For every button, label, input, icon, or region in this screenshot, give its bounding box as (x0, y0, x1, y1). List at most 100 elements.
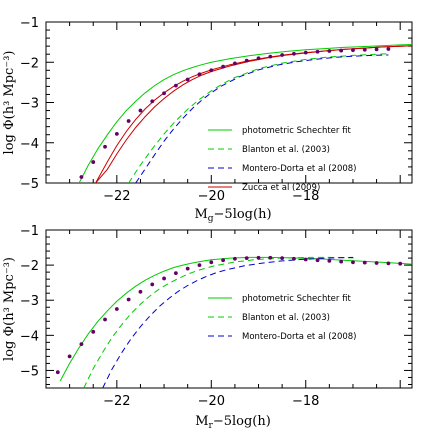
data-point (351, 48, 355, 53)
data-point (162, 91, 166, 96)
series-data-points (79, 47, 391, 179)
data-point (150, 282, 155, 287)
data-point (280, 256, 285, 260)
y-tick-label: −5 (20, 177, 39, 192)
data-point (185, 266, 190, 271)
series-montero-dorta-et-al-2008 (102, 256, 354, 388)
data-point (244, 58, 249, 63)
data-point (292, 51, 296, 56)
data-point (103, 144, 107, 149)
y-tick-label: −3 (20, 97, 39, 112)
data-point (362, 260, 367, 265)
legend-label: Blanton et al. (2003) (242, 313, 330, 323)
data-point (374, 261, 379, 265)
panel-bottom: −22 −20 −18 −5 −4 −3 −2 −1 Mr−5log(h) log Φ(h³ Mp… (2, 224, 413, 431)
legend-label: Montero-Dorta et al (2008) (242, 164, 357, 174)
data-point (339, 259, 344, 264)
x-tick-label: −18 (292, 394, 319, 409)
plot-area (78, 44, 412, 183)
y-axis-label: log Φ(h³ Mpc⁻³) (2, 257, 17, 361)
data-point (315, 49, 320, 54)
data-point (268, 255, 273, 260)
series-line-upper (95, 45, 412, 183)
data-point (67, 354, 72, 359)
data-point (244, 256, 249, 260)
data-point (162, 276, 166, 281)
data-point (79, 342, 84, 347)
data-point (209, 260, 214, 265)
series-montero-dorta-et-al-2008 (135, 54, 389, 183)
data-point (339, 48, 344, 53)
data-point (209, 68, 214, 73)
series-line-lower (95, 45, 412, 183)
y-tick-label: −4 (20, 137, 39, 152)
data-point (386, 261, 391, 266)
x-tick-label: −20 (198, 189, 225, 204)
data-point (91, 329, 96, 334)
data-point (150, 99, 155, 104)
series-blanton-et-al-2003 (83, 256, 358, 388)
data-point (55, 370, 60, 375)
legend-label: photometric Schechter fit (242, 294, 351, 304)
y-tick-label: −1 (20, 224, 39, 239)
legend-label: photometric Schechter fit (242, 126, 351, 136)
x-tick-label: −22 (103, 189, 130, 204)
plot-frame (45, 229, 413, 389)
y-tick-label: −4 (20, 329, 39, 344)
x-tick-label: −22 (103, 394, 130, 409)
data-point (292, 256, 296, 261)
data-point (398, 261, 403, 266)
data-point (327, 49, 332, 53)
data-point (126, 297, 131, 302)
data-point (233, 61, 237, 66)
data-point (315, 258, 320, 263)
data-point (221, 258, 225, 263)
data-point (103, 317, 107, 322)
data-point (374, 47, 379, 52)
data-point (197, 263, 202, 268)
data-point (362, 47, 367, 52)
x-tick-label: −18 (292, 189, 319, 204)
plot-area (55, 255, 412, 388)
y-tick-label: −3 (20, 294, 39, 309)
data-point (303, 50, 308, 55)
data-point (114, 307, 119, 311)
y-axis-label: log Φ(h³ Mpc⁻³) (2, 51, 17, 155)
legend-label: Montero-Dorta et al (2008) (242, 332, 357, 342)
plot-frame (45, 21, 413, 184)
x-axis-label: Mr−5log(h) (195, 414, 271, 431)
series-photometric-schechter-fit (78, 44, 412, 183)
series-photometric-schechter-fit (59, 256, 412, 382)
data-point (138, 108, 143, 113)
legend: photometric Schechter fit Blanton et al. … (208, 126, 357, 193)
data-point (386, 47, 391, 51)
data-point (126, 119, 131, 123)
series-blanton-et-al-2003 (128, 53, 389, 183)
legend: photometric Schechter fit Blanton et al. … (208, 294, 357, 342)
data-point (351, 260, 355, 265)
panel-top: −22 −20 −18 −5 −4 −3 −2 −1 Mg−5log(h) log Φ(h³ Mp… (2, 16, 413, 224)
data-point (197, 72, 202, 77)
x-tick-label: −20 (198, 394, 225, 409)
data-point (173, 83, 178, 88)
data-point (233, 256, 237, 261)
data-point (138, 289, 143, 294)
x-axis-label: Mg−5log(h) (194, 207, 271, 224)
data-point (173, 271, 178, 276)
y-tick-label: −2 (20, 56, 39, 71)
data-point (221, 64, 225, 69)
y-tick-label: −5 (20, 364, 39, 379)
legend-label: Blanton et al. (2003) (242, 145, 330, 155)
data-point (280, 53, 285, 57)
data-point (303, 257, 308, 262)
y-tick-label: −2 (20, 259, 39, 274)
legend-label: Zucca et al (2009) (242, 183, 320, 193)
data-point (114, 131, 119, 136)
data-point (256, 255, 261, 260)
data-point (268, 54, 273, 59)
data-point (185, 77, 190, 82)
data-point (91, 160, 96, 164)
data-point (327, 258, 332, 263)
y-tick-label: −1 (20, 16, 39, 31)
